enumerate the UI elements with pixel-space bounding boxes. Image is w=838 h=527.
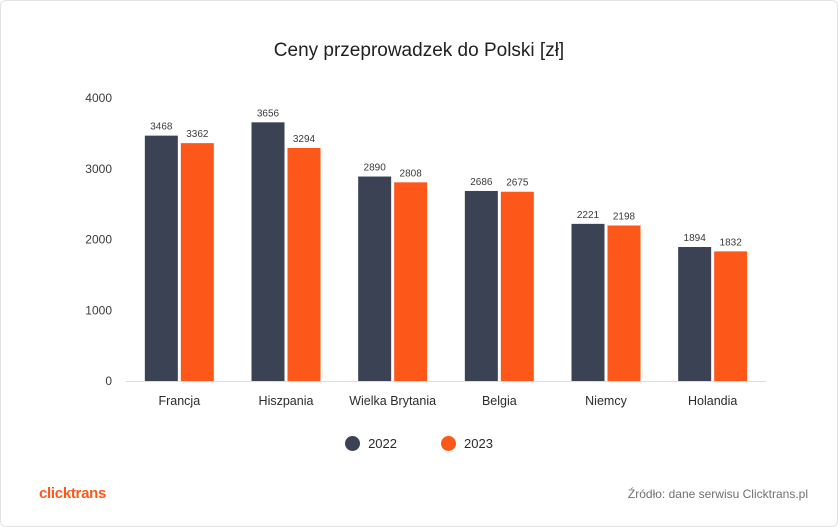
bar-2023 xyxy=(500,191,534,381)
bar-2023 xyxy=(287,147,321,381)
legend-marker-2022 xyxy=(345,436,361,451)
data-label: 3468 xyxy=(150,122,173,133)
legend-label-2023: 2023 xyxy=(464,436,493,451)
data-label: 3362 xyxy=(186,129,209,140)
x-tick-label: Wielka Brytania xyxy=(349,394,436,408)
bar-2023 xyxy=(714,251,748,381)
legend-marker-2023 xyxy=(441,436,456,451)
x-tick-label: Niemcy xyxy=(585,394,627,408)
data-label: 1832 xyxy=(720,237,743,248)
data-label: 2221 xyxy=(577,210,600,221)
bar-2023 xyxy=(180,143,214,381)
bar-2022 xyxy=(358,176,392,381)
x-tick-label: Hiszpania xyxy=(259,394,314,408)
x-tick-label: Holandia xyxy=(688,394,737,408)
data-label: 2675 xyxy=(506,178,529,189)
clicktrans-logo: clicktrans xyxy=(39,485,107,502)
data-label: 3294 xyxy=(293,134,316,145)
legend-label-2022: 2022 xyxy=(368,436,397,451)
legend-item-2023: 2023 xyxy=(441,436,493,451)
data-label: 3656 xyxy=(257,108,280,119)
x-tick-label: Francja xyxy=(158,394,200,408)
bar-2022 xyxy=(251,122,285,381)
y-tick-label: 4000 xyxy=(85,91,112,105)
legend-item-2022: 2022 xyxy=(345,436,397,451)
data-label: 2890 xyxy=(364,163,387,174)
source-note: Źródło: dane serwisu Clicktrans.pl xyxy=(627,487,808,501)
y-tick-label: 1000 xyxy=(85,303,112,317)
data-label: 2686 xyxy=(470,177,493,188)
data-label: 2808 xyxy=(400,168,423,179)
bar-2022 xyxy=(571,223,605,381)
y-tick-label: 2000 xyxy=(85,233,112,247)
bar-2022 xyxy=(144,135,178,381)
bar-2023 xyxy=(394,182,428,381)
y-tick-label: 0 xyxy=(105,374,112,388)
x-tick-label: Belgia xyxy=(482,394,517,408)
bar-2023 xyxy=(607,225,641,381)
bar-2022 xyxy=(678,246,712,381)
data-label: 1894 xyxy=(684,233,707,244)
bar-2022 xyxy=(464,190,498,381)
legend: 2022 2023 xyxy=(0,436,838,451)
chart-title: Ceny przeprowadzek do Polski [zł] xyxy=(273,40,565,61)
data-label: 2198 xyxy=(613,211,636,222)
y-tick-label: 3000 xyxy=(85,162,112,176)
